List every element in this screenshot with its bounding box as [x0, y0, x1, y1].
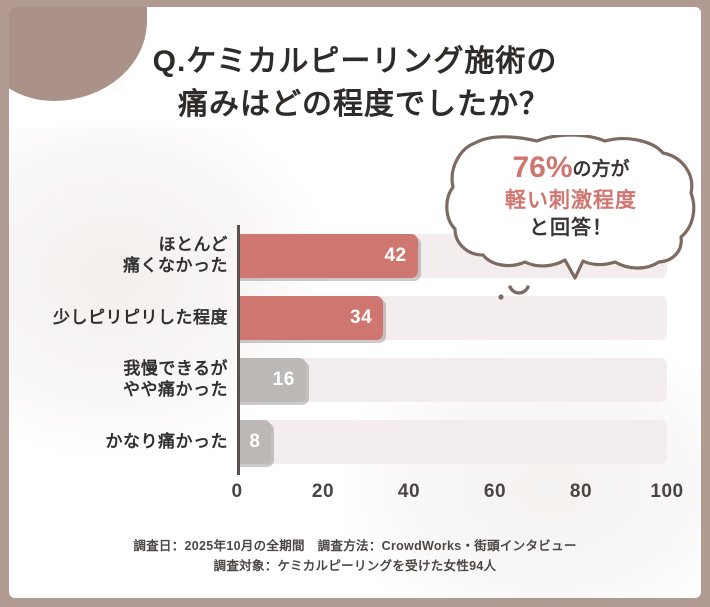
- bar-row: 少しピリピリした程度 34: [9, 287, 701, 349]
- callout-tail-dots-icon: [498, 285, 530, 300]
- y-axis-line: [237, 225, 240, 475]
- bar-row-label: ほとんど 痛くなかった: [123, 235, 228, 275]
- poster-card: 名古屋 Q.ケミカルピーリング施術の 痛みはどの程度でしたか？ 76%の方が 軽…: [9, 7, 701, 598]
- bar-fill: 8: [237, 420, 272, 464]
- highlight-callout: 76%の方が 軽い刺激程度 と回答！: [445, 135, 697, 295]
- bar-row-label: 少しピリピリした程度: [53, 307, 228, 327]
- callout-percent-suffix: の方が: [572, 159, 630, 180]
- bar-value-label: 8: [249, 431, 261, 452]
- bar-track-area: 8: [237, 420, 667, 464]
- bar-track-area: 34: [237, 296, 667, 340]
- bar-track: [237, 420, 667, 464]
- survey-meta-line-1: 調査日：2025年10月の全期間 調査方法：CrowdWorks・街頭インタビュ…: [133, 538, 577, 553]
- survey-meta-line-2: 調査対象：ケミカルピーリングを受けた女性94人: [213, 558, 497, 573]
- bar-fill: 16: [237, 358, 306, 402]
- bar-value-label: 42: [384, 245, 407, 266]
- bar-track-area: 16: [237, 358, 667, 402]
- bar-row: かなり痛かった 8: [9, 411, 701, 473]
- page-title-line-2: 痛みはどの程度でしたか？: [178, 87, 550, 121]
- bar-fill: 34: [237, 296, 384, 340]
- page-title-line-1: Q.ケミカルピーリング施術の: [152, 45, 558, 78]
- speech-bubble-icon: [445, 135, 696, 280]
- bar-row-label: 我慢できるが やや痛かった: [123, 359, 228, 399]
- bar-row: 我慢できるが やや痛かった 16: [9, 349, 701, 411]
- bar-value-label: 34: [350, 307, 373, 328]
- bar-track: [237, 358, 667, 402]
- bar-rows: ほとんど 痛くなかった 42 少しピリピリした程度 34: [9, 225, 701, 473]
- callout-line-1: 76%の方が: [445, 149, 697, 187]
- x-tick: 60: [483, 481, 507, 502]
- x-tick: 0: [231, 481, 243, 502]
- x-axis-ticks: 0 20 40 60 80 100: [231, 481, 683, 509]
- callout-text: 76%の方が 軽い刺激程度 と回答！: [445, 149, 697, 242]
- x-tick: 100: [650, 481, 684, 502]
- x-tick: 80: [569, 481, 593, 502]
- x-tick: 40: [397, 481, 421, 502]
- bar-row: ほとんど 痛くなかった 42: [9, 225, 701, 287]
- x-tick: 20: [311, 481, 335, 502]
- bar-chart: ほとんど 痛くなかった 42 少しピリピリした程度 34: [9, 225, 701, 515]
- callout-line-3: と回答！: [529, 217, 613, 240]
- page-title: Q.ケミカルピーリング施術の 痛みはどの程度でしたか？: [9, 41, 701, 126]
- bar-row-label: かなり痛かった: [105, 431, 228, 451]
- callout-percent: 76%: [512, 151, 573, 184]
- bar-value-label: 16: [272, 369, 295, 390]
- survey-meta: 調査日：2025年10月の全期間 調査方法：CrowdWorks・街頭インタビュ…: [9, 536, 701, 577]
- bar-fill: 42: [237, 234, 418, 278]
- callout-line-2: 軽い刺激程度: [505, 189, 637, 213]
